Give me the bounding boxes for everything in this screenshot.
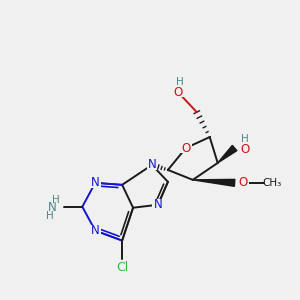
Bar xyxy=(169,79,187,97)
Text: O: O xyxy=(173,86,182,99)
Text: H: H xyxy=(52,195,59,205)
Text: O: O xyxy=(238,176,247,189)
Text: N: N xyxy=(91,176,100,189)
Text: H: H xyxy=(241,134,248,144)
Bar xyxy=(180,142,192,154)
Bar xyxy=(90,177,101,188)
Polygon shape xyxy=(193,179,235,186)
Polygon shape xyxy=(218,146,237,163)
Text: CH₃: CH₃ xyxy=(263,178,282,188)
Text: O: O xyxy=(181,142,190,154)
Text: N: N xyxy=(48,201,57,214)
Bar xyxy=(114,262,130,273)
Text: O: O xyxy=(240,142,249,155)
Text: N: N xyxy=(91,224,100,237)
Bar xyxy=(152,199,164,210)
Bar xyxy=(238,139,257,157)
Bar xyxy=(146,160,158,170)
Bar xyxy=(90,225,101,236)
Text: N: N xyxy=(154,198,162,211)
Bar xyxy=(237,177,248,188)
Bar xyxy=(38,196,62,218)
Text: H: H xyxy=(46,211,53,221)
Text: Cl: Cl xyxy=(116,261,128,274)
Text: N: N xyxy=(148,158,156,171)
Text: H: H xyxy=(176,77,184,87)
